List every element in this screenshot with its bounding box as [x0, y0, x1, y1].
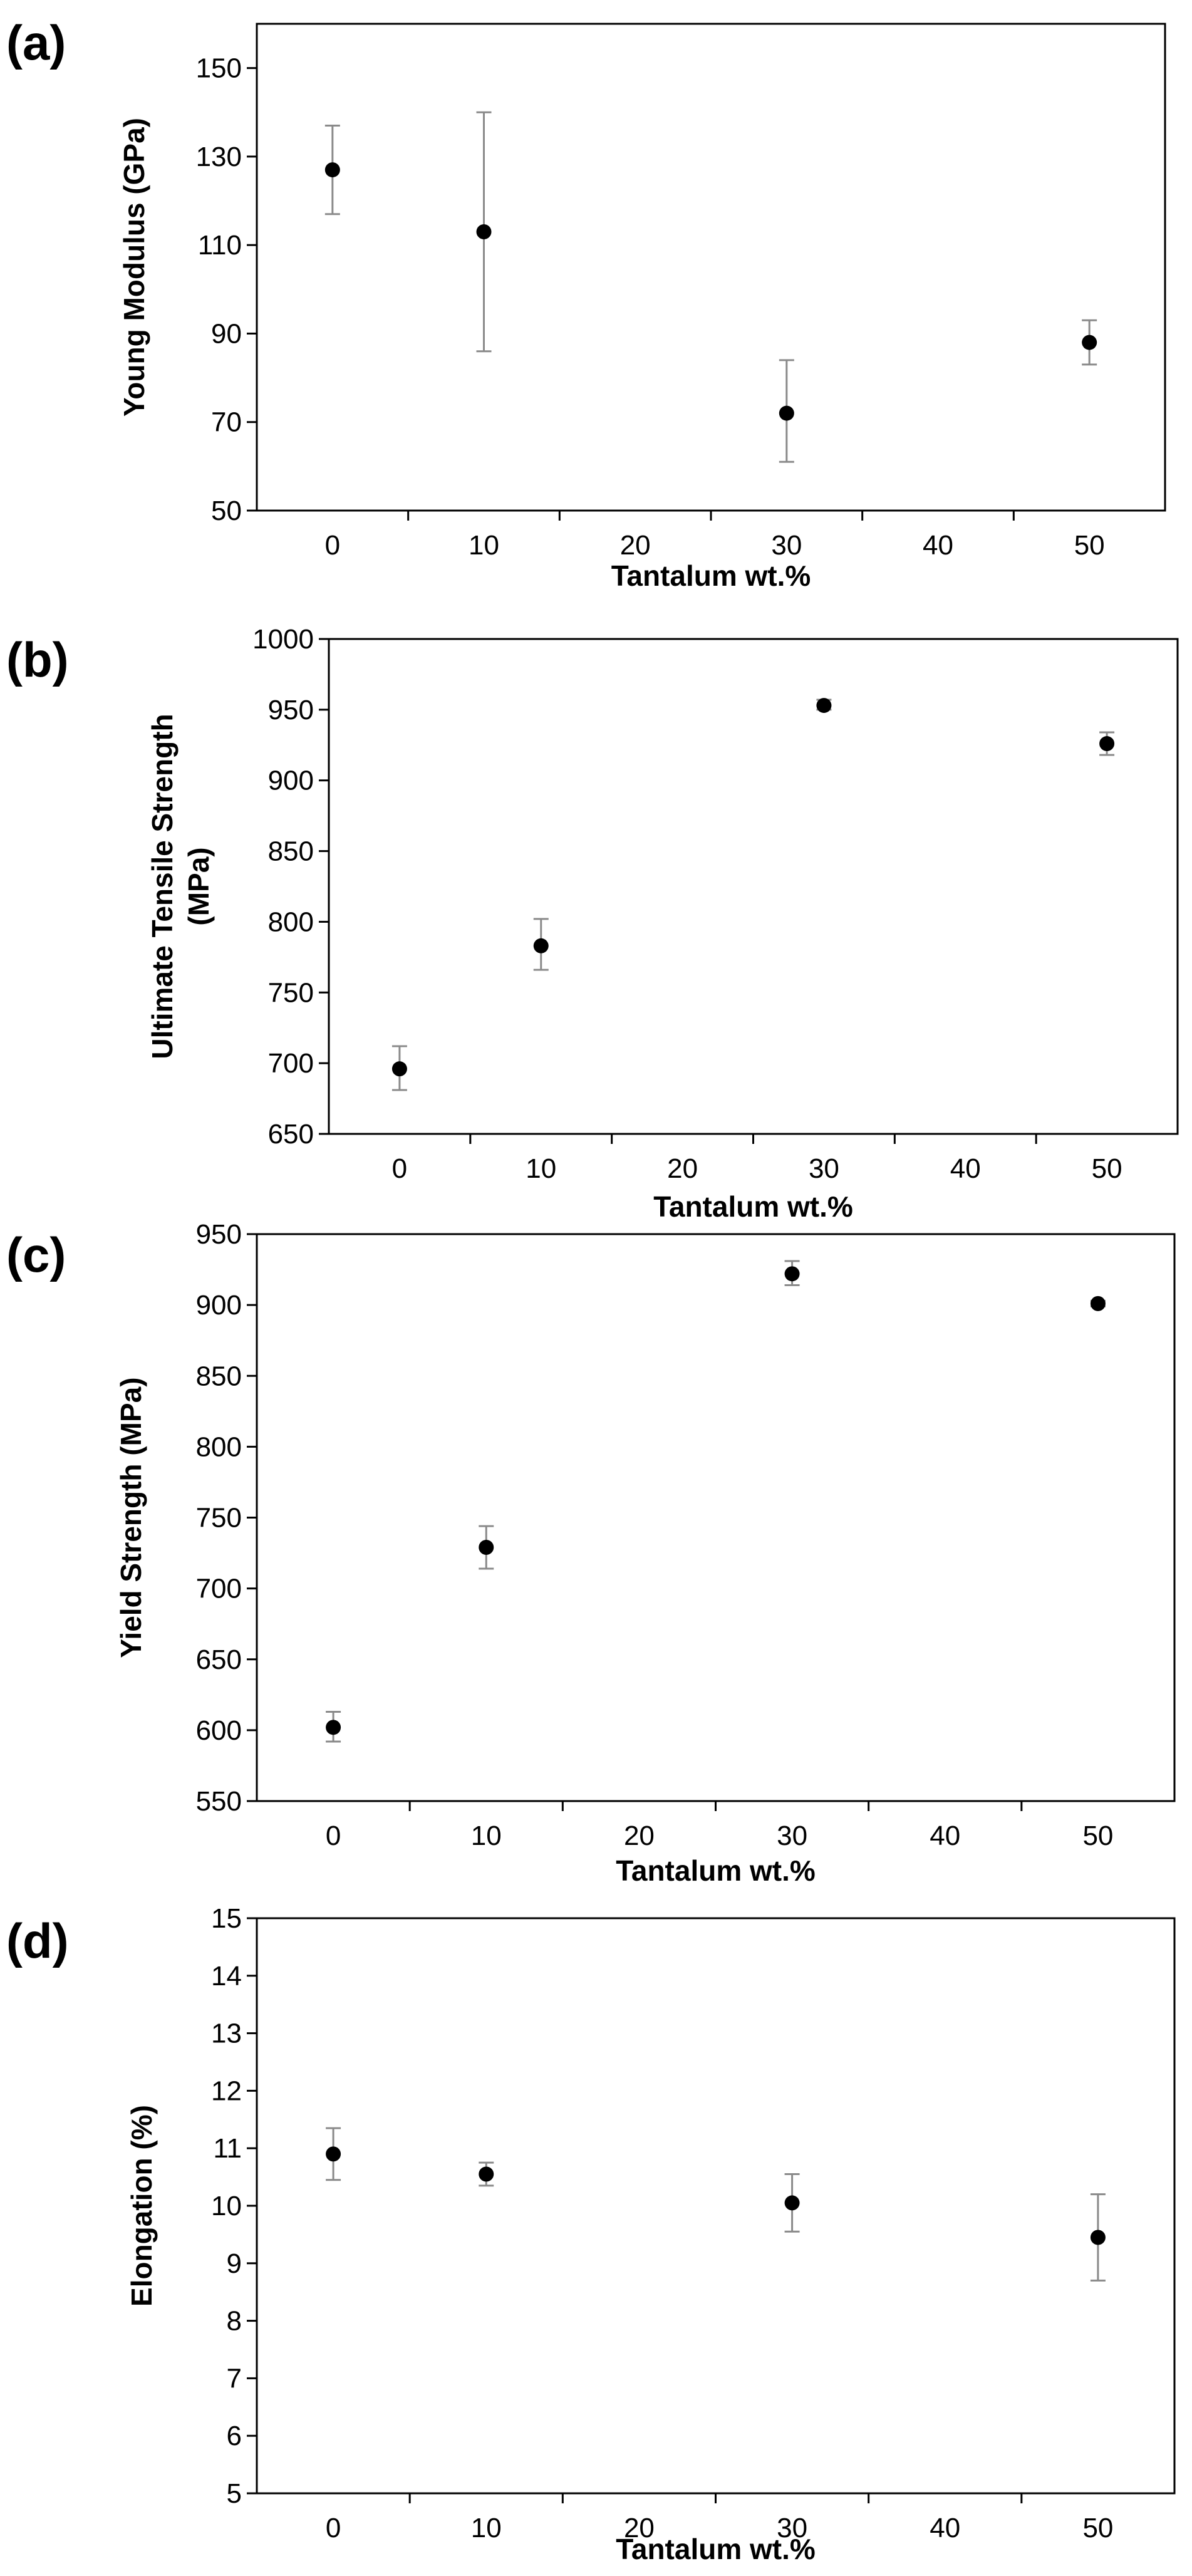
y-tick-label: 700: [196, 1574, 242, 1604]
y-axis-title: (MPa): [182, 847, 215, 925]
y-tick-label: 6: [227, 2421, 242, 2451]
y-tick-label: 10: [211, 2191, 242, 2221]
chart-panel-2: (b) 650 700 750 800 850 900 950 1000 0 10 20 30 40 50 T…: [6, 624, 1179, 1223]
data-point: [324, 162, 340, 178]
x-tick-label: 0: [326, 2513, 341, 2543]
data-point: [479, 2166, 494, 2182]
y-tick-label: 800: [268, 906, 314, 937]
y-axis-title: Ultimate Tensile Strength: [146, 714, 179, 1059]
panel-label: (d): [6, 1913, 69, 1968]
y-tick-label: 13: [211, 2018, 242, 2049]
y-axis-title: Young Modulus (GPa): [118, 118, 150, 417]
data-point: [479, 1540, 494, 1555]
y-tick-label: 5: [227, 2478, 242, 2509]
x-tick-label: 0: [325, 530, 340, 561]
chart-panel-4: (d) 5 6 7 8 9 10 11 12 13 14 15 0 10 20 30 40 50 Tantalum …: [6, 1903, 1176, 2565]
y-tick-label: 950: [196, 1219, 242, 1250]
chart-panel-1: (a) 50 70 90 110 130 150 0 10 20 30 40 50 Tantalum wt…: [6, 15, 1166, 592]
x-tick-label: 50: [1092, 1153, 1122, 1184]
x-tick-label: 20: [624, 2513, 655, 2543]
y-tick-label: 110: [198, 230, 242, 261]
data-point: [476, 224, 492, 239]
x-axis-title: Tantalum wt.%: [616, 2533, 816, 2565]
y-tick-label: 11: [213, 2133, 242, 2164]
y-axis-title: Elongation (%): [125, 2105, 158, 2307]
x-tick-label: 40: [923, 530, 953, 561]
y-tick-label: 7: [227, 2363, 242, 2394]
x-tick-label: 40: [950, 1153, 981, 1184]
y-tick-label: 150: [196, 53, 242, 84]
y-tick-label: 130: [196, 142, 242, 172]
x-tick-label: 10: [471, 2513, 502, 2543]
data-point: [326, 1720, 341, 1735]
plot-frame: [256, 1917, 1176, 2495]
x-tick-label: 30: [771, 530, 802, 561]
data-point: [326, 2146, 341, 2162]
x-tick-label: 30: [777, 1820, 807, 1851]
data-point: [1082, 335, 1097, 350]
y-tick-label: 950: [268, 695, 314, 725]
x-tick-label: 50: [1082, 1820, 1113, 1851]
y-tick-label: 550: [196, 1786, 242, 1817]
data-point: [784, 1266, 800, 1282]
x-tick-label: 20: [667, 1153, 698, 1184]
plot-frame: [256, 1233, 1176, 1802]
x-tick-label: 20: [624, 1820, 655, 1851]
y-tick-label: 50: [211, 496, 242, 526]
x-tick-label: 40: [930, 1820, 960, 1851]
x-tick-label: 30: [777, 2513, 807, 2543]
y-tick-label: 750: [268, 977, 314, 1008]
x-axis-title: Tantalum wt.%: [653, 1190, 853, 1223]
y-tick-label: 12: [211, 2075, 242, 2106]
y-tick-label: 900: [196, 1290, 242, 1321]
data-point: [1090, 1296, 1106, 1311]
y-tick-label: 9: [227, 2248, 242, 2279]
panel-label: (a): [6, 15, 66, 70]
x-tick-label: 50: [1074, 530, 1105, 561]
y-tick-label: 14: [211, 1961, 242, 1992]
y-tick-label: 15: [211, 1903, 242, 1934]
panel-label: (b): [6, 632, 69, 687]
y-tick-label: 900: [268, 766, 314, 796]
y-tick-label: 850: [196, 1361, 242, 1391]
x-tick-label: 10: [469, 530, 499, 561]
x-tick-label: 0: [326, 1820, 341, 1851]
data-point: [784, 2195, 800, 2211]
y-tick-label: 750: [196, 1503, 242, 1534]
y-tick-label: 600: [196, 1715, 242, 1746]
plot-frame: [328, 638, 1179, 1135]
x-axis-title: Tantalum wt.%: [616, 1854, 816, 1887]
data-point: [779, 405, 794, 421]
y-tick-label: 1000: [252, 624, 314, 655]
y-tick-label: 650: [196, 1644, 242, 1675]
y-tick-label: 8: [227, 2306, 242, 2337]
x-tick-label: 30: [809, 1153, 839, 1184]
x-tick-label: 10: [526, 1153, 556, 1184]
x-tick-label: 10: [471, 1820, 502, 1851]
data-point: [1090, 2230, 1106, 2245]
y-tick-label: 70: [211, 407, 242, 438]
y-tick-label: 650: [268, 1119, 314, 1150]
chart-panel-3: (c) 550 600 650 700 750 800 850 900 950 0 10 20 30 40 5…: [6, 1219, 1176, 1887]
data-point: [1099, 736, 1115, 752]
data-point: [816, 698, 832, 714]
panel-label: (c): [6, 1227, 66, 1282]
y-tick-label: 850: [268, 836, 314, 867]
data-point: [391, 1061, 407, 1077]
plot-frame: [256, 23, 1166, 512]
x-tick-label: 50: [1082, 2513, 1113, 2543]
data-point: [533, 938, 549, 953]
y-axis-title: Yield Strength (MPa): [115, 1377, 147, 1658]
y-tick-label: 700: [268, 1048, 314, 1079]
x-tick-label: 40: [930, 2513, 960, 2543]
y-tick-label: 90: [211, 318, 242, 349]
x-axis-title: Tantalum wt.%: [611, 559, 811, 592]
x-tick-label: 0: [392, 1153, 407, 1184]
x-tick-label: 20: [620, 530, 651, 561]
y-tick-label: 800: [196, 1431, 242, 1462]
